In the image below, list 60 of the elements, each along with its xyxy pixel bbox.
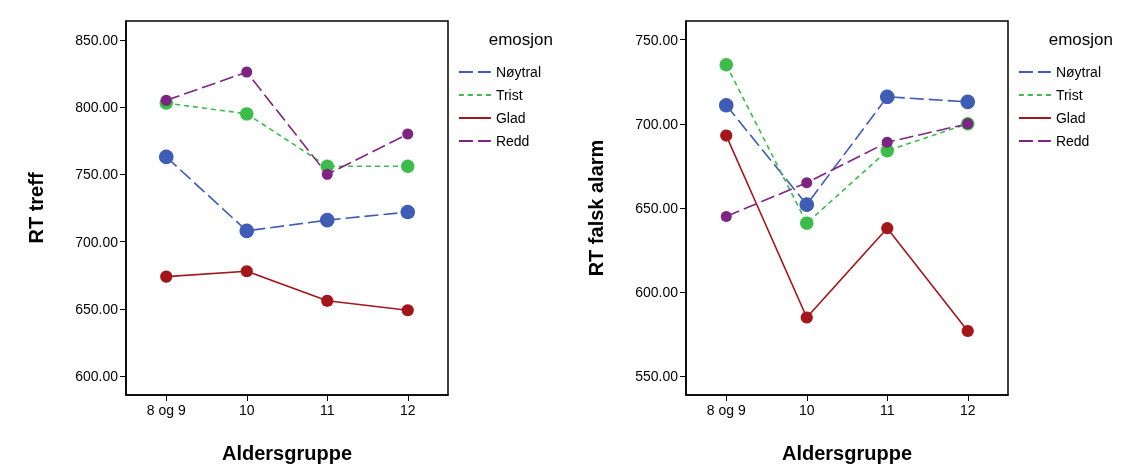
point	[319, 212, 335, 228]
legend-label: Redd	[495, 133, 530, 149]
x-tick-label: 8 og 9	[146, 402, 186, 418]
point	[801, 177, 813, 189]
point	[401, 304, 414, 317]
legend-label: Glad	[1055, 110, 1086, 126]
x-axis-title: Aldersgruppe	[781, 442, 913, 464]
x-tick-label: 11	[319, 402, 335, 418]
x-axis-title: Aldersgruppe	[221, 442, 353, 464]
point	[240, 265, 253, 278]
point	[881, 136, 893, 148]
point	[800, 216, 814, 230]
point	[240, 107, 254, 121]
point	[720, 129, 733, 142]
y-tick-label: 600.00	[75, 368, 119, 385]
y-tick-label: 600.00	[635, 284, 679, 301]
point	[321, 294, 334, 307]
y-tick-label: 550.00	[635, 368, 679, 385]
point	[720, 210, 732, 222]
point	[719, 58, 733, 72]
y-tick-label: 700.00	[635, 115, 679, 132]
x-tick-label: 8 og 9	[706, 402, 746, 418]
point	[241, 66, 253, 78]
x-tick-label: 11	[879, 402, 895, 418]
legend-title: emosjon	[1048, 30, 1114, 49]
point	[402, 128, 414, 140]
point	[799, 197, 815, 212]
y-tick-label: 700.00	[75, 233, 119, 250]
point	[160, 94, 172, 106]
x-tick-label: 12	[399, 402, 416, 418]
legend-title: emosjon	[488, 30, 554, 49]
x-tick-label: 10	[238, 402, 255, 418]
legend-label: Glad	[495, 110, 526, 126]
point	[400, 204, 416, 220]
point	[158, 149, 174, 165]
legend-label: Redd	[1055, 133, 1090, 149]
point	[160, 270, 173, 283]
point	[800, 311, 813, 324]
legend-label: Trist	[1055, 87, 1083, 103]
point	[960, 94, 976, 110]
point	[401, 159, 415, 173]
y-tick-label: 650.00	[75, 300, 119, 317]
y-tick-label: 650.00	[635, 200, 679, 216]
point	[881, 222, 894, 235]
point	[321, 168, 333, 180]
legend-label: Trist	[495, 87, 523, 103]
legend-label: Nøytral	[495, 64, 542, 80]
y-tick-label: 850.00	[75, 31, 119, 48]
y-axis-title: RT treff	[25, 172, 47, 244]
y-axis-title: RT falsk alarm	[585, 139, 607, 277]
legend-label: Nøytral	[1055, 64, 1102, 80]
x-tick-label: 10	[798, 402, 815, 418]
point	[961, 324, 974, 338]
y-tick-label: 800.00	[75, 99, 119, 116]
x-tick-label: 12	[959, 402, 976, 418]
point	[879, 89, 895, 105]
point	[718, 97, 734, 113]
point	[239, 223, 255, 239]
y-tick-label: 750.00	[75, 166, 119, 183]
y-tick-label: 750.00	[635, 31, 679, 48]
